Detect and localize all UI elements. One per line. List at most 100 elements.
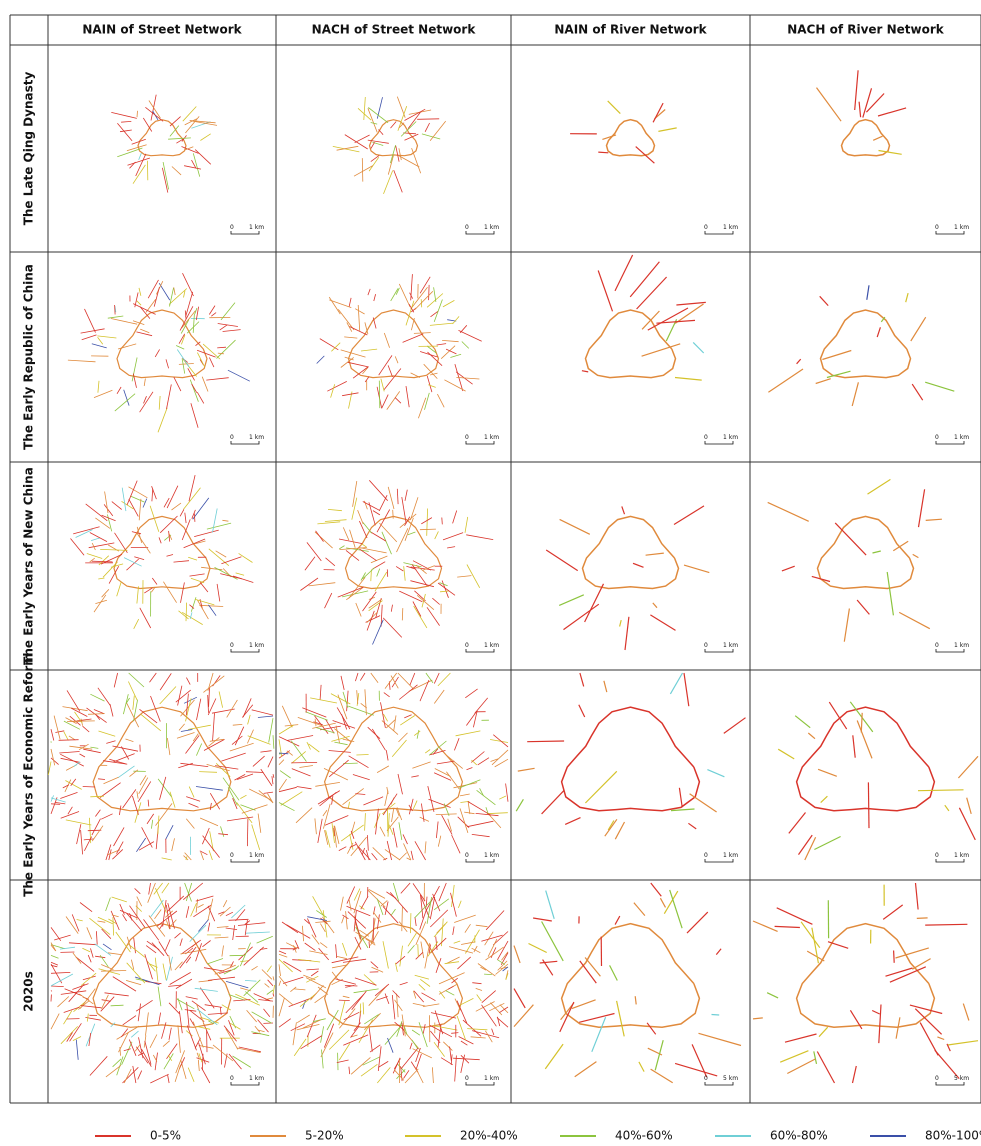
network-edge [114,516,210,588]
network-edge [910,1005,942,1013]
network-edge [542,922,564,961]
network-edge [372,729,385,750]
network-edge [562,707,700,811]
network-edge [320,339,339,350]
network-edge [127,913,142,931]
network-edge [450,354,461,357]
network-edge [133,1066,136,1083]
network-edge [821,796,828,802]
network-edge [90,1056,107,1075]
network-edge [253,756,265,766]
network-edge [185,311,186,319]
network-edge [430,323,453,325]
scale-bar [466,1082,494,1085]
network-edge [73,953,81,964]
network-edge [688,823,696,829]
network-edge [100,783,121,798]
network-edge [439,985,457,995]
network-edge [226,928,237,930]
network-edge [183,107,197,122]
network-edge [299,766,313,768]
network-edge [434,1042,445,1056]
network-edge [419,984,425,990]
network-edge [410,673,415,685]
network-edge [364,1013,380,1030]
network-edge [373,847,386,860]
network-map [317,274,482,418]
network-edge [438,836,441,847]
network-edge [292,769,311,776]
network-edge [226,1029,238,1050]
network-edge [363,797,383,805]
network-edge [113,746,139,751]
network-edge [437,394,444,407]
network-edge [782,566,795,571]
network-edge [358,305,360,331]
network-edge [200,818,218,826]
network-edge [959,808,975,840]
network-edge [447,547,455,548]
network-edge [281,792,303,806]
scale-label: 1 km [484,224,499,231]
figure: NAIN of Street NetworkNACH of Street Net… [0,0,981,1142]
network-edge [459,1037,474,1045]
network-edge [492,1029,494,1035]
network-edge [196,896,214,901]
network-edge [162,883,169,893]
network-edge [363,1057,380,1065]
network-edge [395,1000,403,1011]
network-edge [655,1040,663,1070]
network-edge [159,924,162,929]
network-edge [51,943,56,952]
network-edge [252,1012,272,1023]
network-edge [123,789,136,808]
network-edge [818,516,914,588]
network-edge [812,928,819,964]
network-map [68,273,250,432]
network-edge [309,951,327,955]
network-edge [120,904,125,915]
network-edge [139,153,142,160]
network-edge [189,787,194,798]
network-edge [89,918,110,934]
network-edge [287,736,313,741]
network-edge [795,716,810,728]
network-map [71,475,254,629]
scale-bar [705,441,733,444]
network-edge [855,70,858,110]
network-edge [395,963,397,972]
network-edge [120,130,132,132]
network-edge [925,382,954,391]
network-edge [103,944,112,950]
network-edge [337,956,347,958]
network-edge [873,551,881,553]
network-edge [397,1021,402,1037]
network-edge [106,741,115,744]
network-edge [89,1033,91,1046]
network-edge [51,749,55,765]
network-edge [468,802,470,815]
network-edge [615,255,633,291]
network-edge [366,850,369,860]
network-edge [857,721,872,759]
network-edge [129,499,139,516]
network-edge [352,498,357,520]
network-edge [416,1054,421,1070]
network-edge [279,964,281,976]
network-edge [925,924,967,925]
network-edge [92,561,113,562]
network-edge [380,827,385,837]
network-edge [81,830,83,854]
network-edge [415,841,426,860]
network-edge [196,744,201,756]
network-edge [818,769,837,776]
row-label: The Early Years of New China [22,467,36,665]
network-edge [356,927,368,948]
network-edge [343,788,364,804]
network-edge [159,537,161,543]
network-edge [138,1071,142,1080]
network-edge [435,769,451,777]
network-edge [412,1040,418,1049]
network-edge [459,330,482,341]
network-edge [391,289,398,301]
